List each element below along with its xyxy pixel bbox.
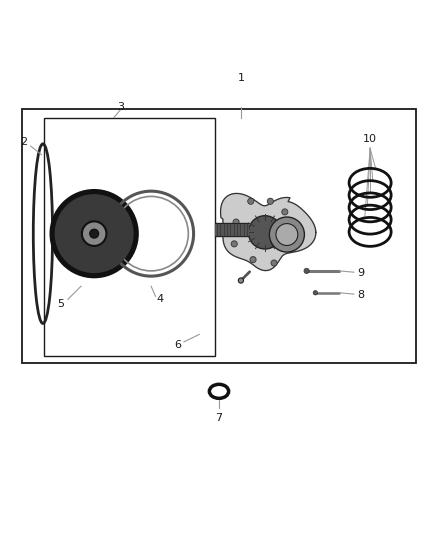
Circle shape [82,221,106,246]
Circle shape [51,191,137,277]
Circle shape [271,260,277,266]
Text: 9: 9 [357,268,364,278]
Circle shape [250,256,256,263]
Circle shape [294,221,300,227]
Text: 8: 8 [357,290,364,300]
Circle shape [90,229,99,238]
Circle shape [55,194,134,273]
Bar [44,118,215,356]
Text: 1: 1 [237,73,244,83]
Circle shape [276,223,298,246]
Text: 2: 2 [21,136,28,147]
Text: 4: 4 [156,294,163,304]
Circle shape [304,268,309,273]
Circle shape [248,198,254,204]
Text: 10: 10 [363,134,377,144]
Circle shape [282,209,288,215]
Circle shape [267,198,273,204]
Polygon shape [215,223,248,236]
Circle shape [287,246,293,252]
Circle shape [269,217,304,252]
Polygon shape [221,193,316,271]
Circle shape [313,290,318,295]
Circle shape [233,219,239,225]
Text: 7: 7 [215,413,223,423]
Circle shape [231,241,237,247]
Circle shape [248,216,282,249]
Text: 3: 3 [117,102,124,111]
Text: 6: 6 [174,341,181,350]
Text: 5: 5 [57,298,64,309]
Circle shape [238,278,244,283]
Bar [22,109,416,363]
